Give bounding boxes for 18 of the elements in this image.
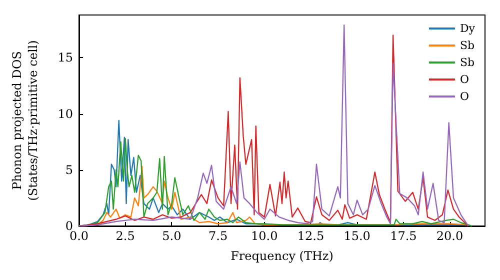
y-tick-label: 5 <box>65 162 73 177</box>
legend-label: Sb <box>460 39 475 52</box>
x-tick-label: 12.5 <box>297 229 324 243</box>
x-axis-title: Frequency (THz) <box>230 249 334 263</box>
y-axis-title: Phonon projected DOS (States/THz·primitive cell) <box>10 40 40 201</box>
legend-label: O <box>460 73 469 86</box>
y-tick-label: 15 <box>58 50 73 65</box>
x-tick-label: 17.5 <box>390 229 417 243</box>
y-tick-label: 10 <box>58 106 73 121</box>
x-tick-label: 15.0 <box>344 229 370 243</box>
x-tick-label: 20.0 <box>436 229 464 243</box>
x-tick-label: 10.0 <box>251 229 278 243</box>
legend-label: Dy <box>460 22 476 35</box>
x-tick-label: 7.5 <box>208 229 228 243</box>
x-tick-label: 5.0 <box>162 229 182 243</box>
legend-label: Sb <box>460 56 475 69</box>
x-tick-label: 2.5 <box>116 229 135 243</box>
legend-label: O <box>460 90 469 103</box>
